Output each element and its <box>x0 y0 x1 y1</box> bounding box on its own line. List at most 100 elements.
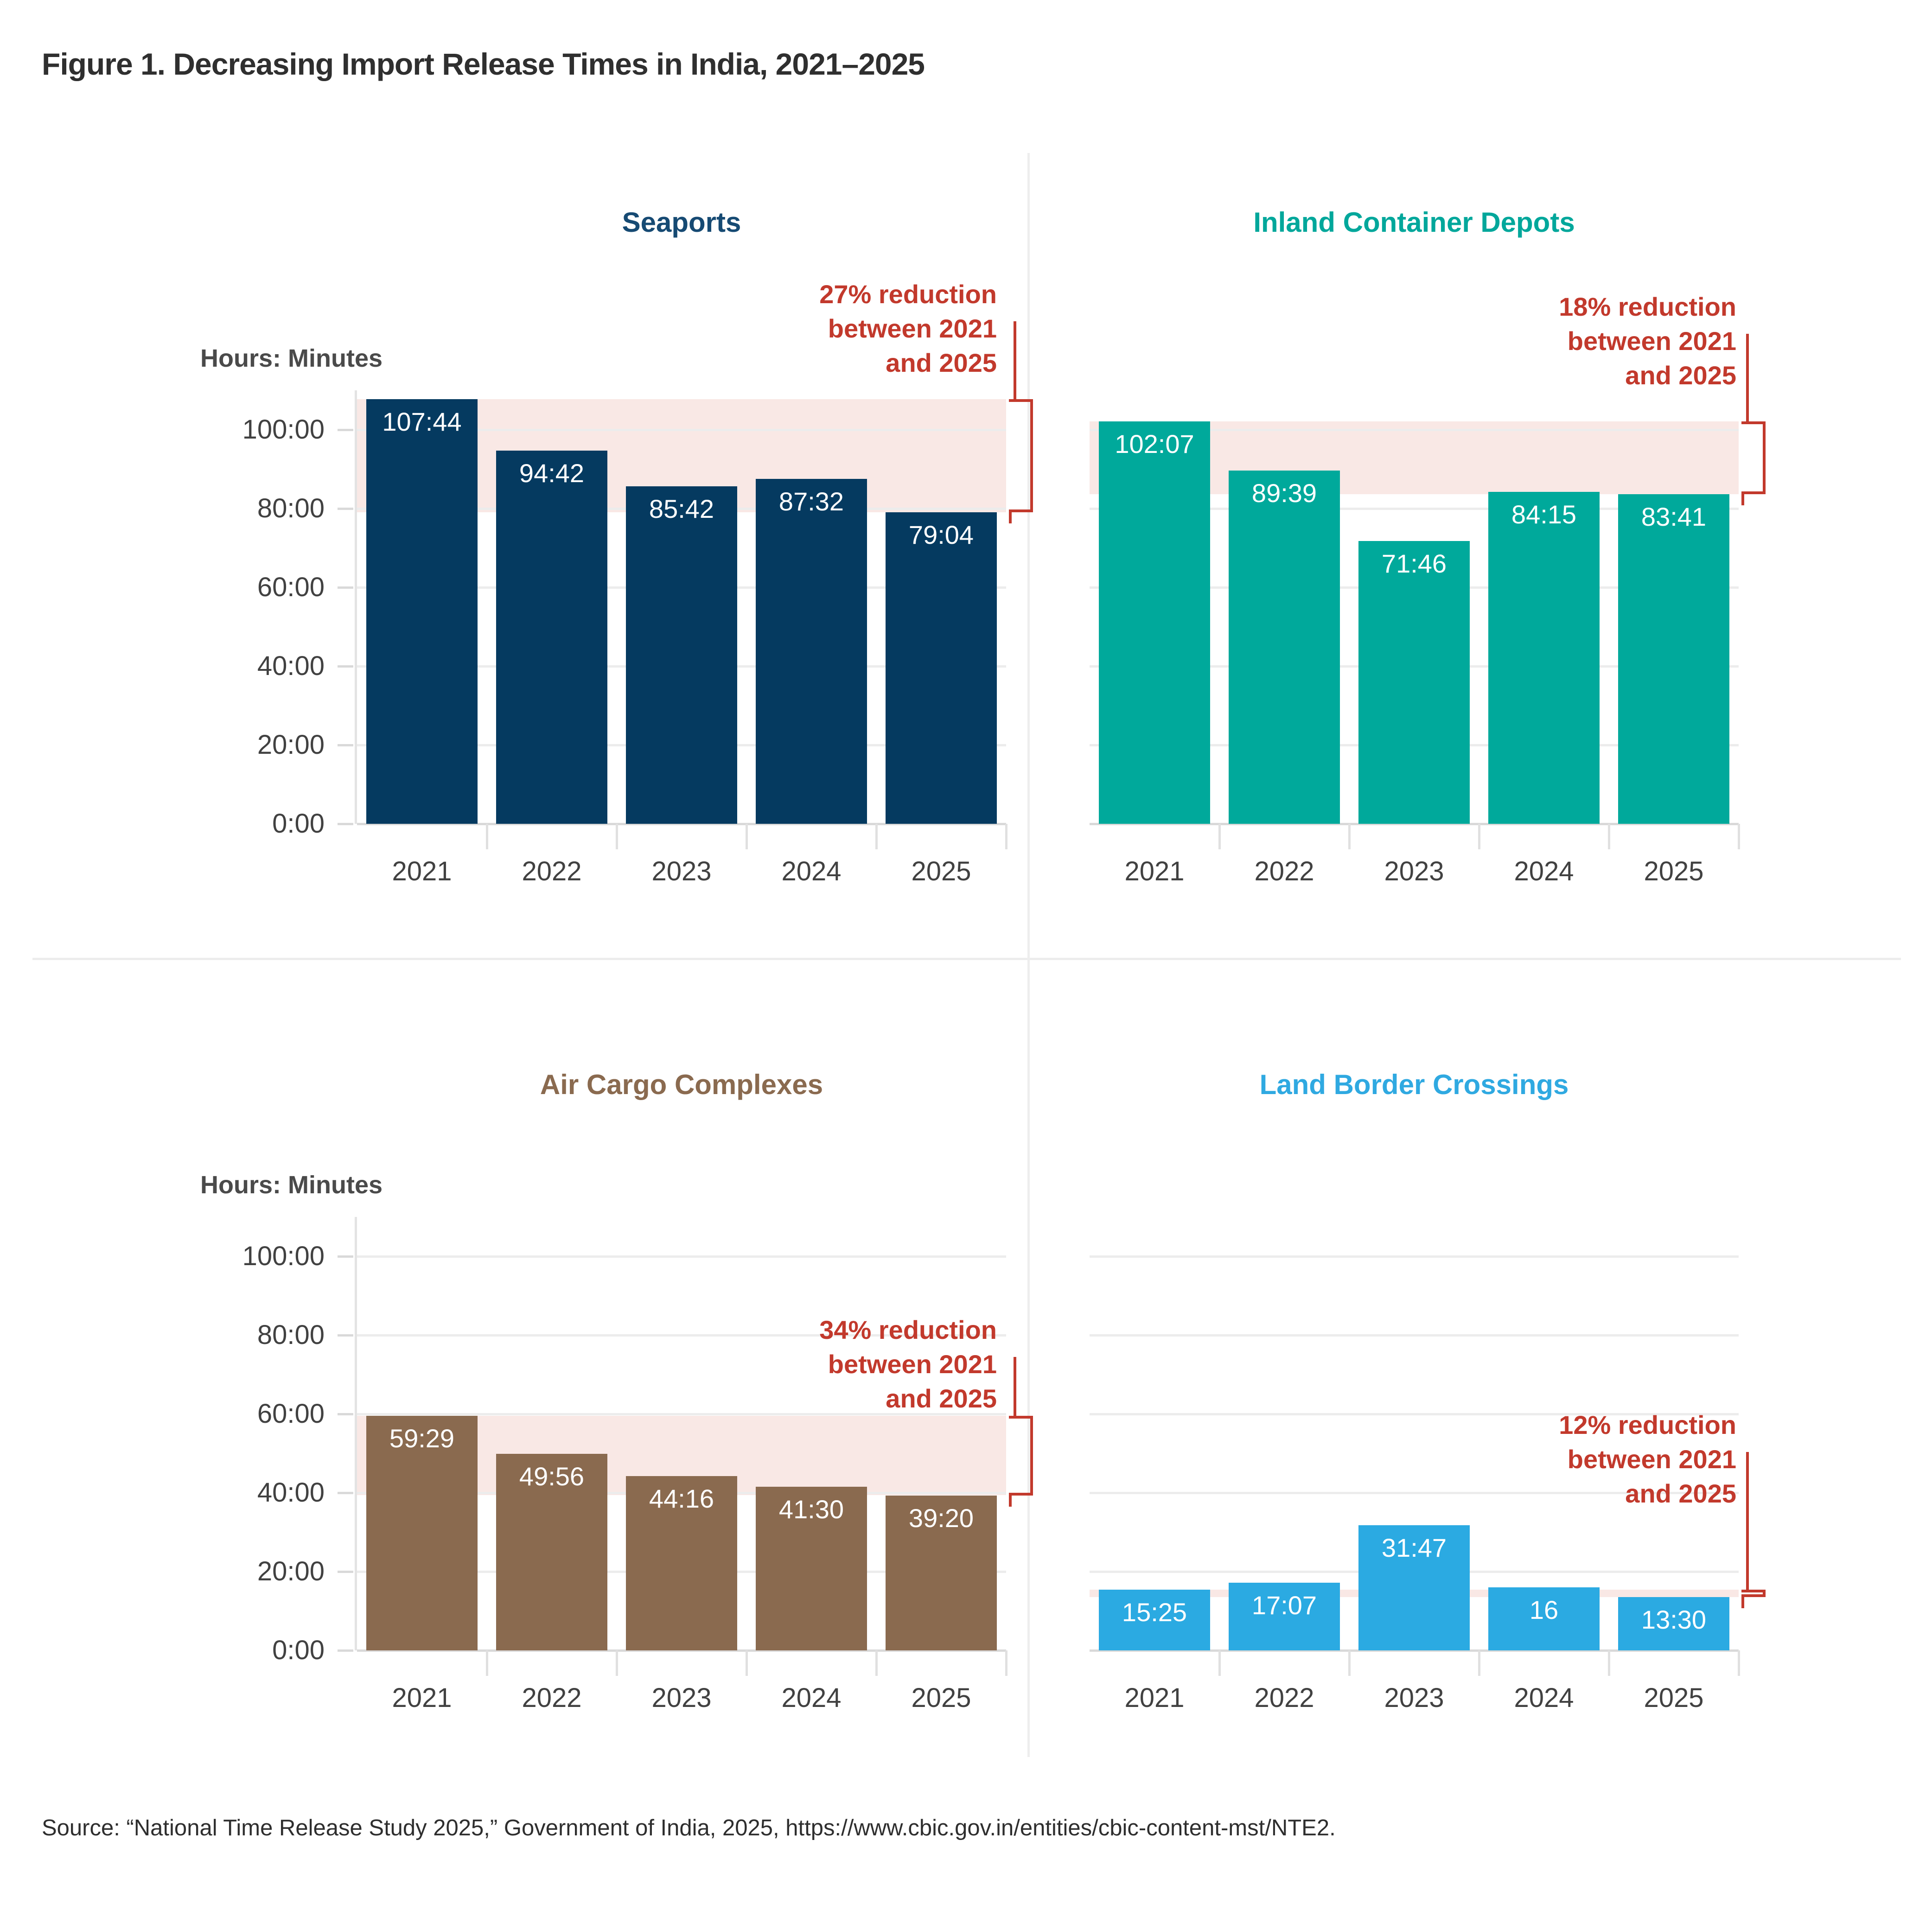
x-axis-label-2025: 2025 <box>911 1683 971 1713</box>
x-tick-3 <box>1478 824 1480 849</box>
y-tick-label-40: 40:00 <box>257 651 325 681</box>
y-tick-60 <box>338 586 353 589</box>
y-tick-label-20: 20:00 <box>257 730 325 760</box>
x-tick-2 <box>616 1650 618 1676</box>
bracket-bottom-arm <box>1009 1493 1033 1496</box>
bar-2023 <box>1358 1525 1470 1650</box>
bar-2021 <box>366 399 478 824</box>
x-tick-5 <box>1738 1650 1740 1676</box>
bar-2024 <box>1488 492 1600 824</box>
bracket-top-arm <box>1741 1590 1766 1592</box>
x-axis-label-2023: 2023 <box>1384 856 1444 886</box>
x-axis-label-2025: 2025 <box>1644 856 1704 886</box>
quadrant-divider-vertical <box>1027 153 1030 1757</box>
x-axis-label-2022: 2022 <box>522 1683 582 1713</box>
y-tick-label-40: 40:00 <box>257 1477 325 1508</box>
x-axis-baseline <box>1090 1649 1739 1652</box>
annotation-line-2: between 2021 <box>1567 1445 1736 1474</box>
x-axis-label-2021: 2021 <box>392 856 452 886</box>
gridline-40 <box>1090 1492 1739 1494</box>
bracket-vertical <box>1763 1590 1766 1597</box>
x-tick-2 <box>1348 824 1351 849</box>
annotation-leader-line <box>1746 334 1749 421</box>
bar-value-label-2023: 44:16 <box>649 1484 714 1513</box>
bar-value-label-2023: 71:46 <box>1381 549 1447 578</box>
bracket-bottom-arm <box>1741 491 1766 494</box>
annotation-line-1: 12% reduction <box>1559 1410 1736 1439</box>
bar-value-label-2024: 16 <box>1529 1595 1559 1624</box>
bracket-top-arm <box>1009 1416 1033 1419</box>
x-axis-label-2024: 2024 <box>1514 1683 1574 1713</box>
bracket-vertical <box>1763 421 1766 494</box>
x-axis-label-2025: 2025 <box>911 856 971 886</box>
x-axis-label-2021: 2021 <box>1124 856 1185 886</box>
gridline-100 <box>1090 1255 1739 1258</box>
y-axis-line <box>355 1217 357 1650</box>
annotation-line-1: 34% reduction <box>819 1315 997 1344</box>
y-tick-20 <box>338 1571 353 1573</box>
annotation-line-2: between 2021 <box>1567 326 1736 356</box>
x-tick-1 <box>486 1650 488 1676</box>
bar-value-label-2021: 15:25 <box>1122 1598 1187 1627</box>
x-axis-label-2021: 2021 <box>1124 1683 1185 1713</box>
bar-2024 <box>756 479 867 824</box>
gridline-100 <box>1090 429 1739 431</box>
bar-value-label-2024: 84:15 <box>1511 500 1577 529</box>
x-tick-4 <box>875 1650 878 1676</box>
bar-2025 <box>1618 1597 1729 1650</box>
bracket-top-arm <box>1741 421 1766 424</box>
x-axis-label-2023: 2023 <box>651 856 712 886</box>
gridline-80 <box>1090 508 1739 510</box>
bar-value-label-2021: 102:07 <box>1115 429 1194 458</box>
x-tick-4 <box>1608 1650 1610 1676</box>
chart-title-seaports: Seaports <box>622 207 741 238</box>
y-axis-line <box>355 390 357 824</box>
quadrant-divider-horizontal <box>32 958 1901 960</box>
bracket-bottom-tick <box>1009 1493 1012 1507</box>
y-tick-label-20: 20:00 <box>257 1556 325 1586</box>
y-tick-label-0: 0:00 <box>272 809 325 839</box>
y-tick-0 <box>338 823 353 825</box>
bar-2022 <box>496 1454 607 1650</box>
chart-title-land-border-crossings: Land Border Crossings <box>1259 1069 1569 1100</box>
x-tick-5 <box>1005 824 1007 849</box>
bar-2024 <box>1488 1587 1600 1650</box>
x-axis-label-2023: 2023 <box>651 1683 712 1713</box>
x-tick-1 <box>1218 824 1221 849</box>
source-note: Source: “National Time Release Study 202… <box>42 1815 1336 1840</box>
y-tick-20 <box>338 744 353 746</box>
gridline-60 <box>357 1413 1006 1415</box>
gridline-100 <box>357 429 1006 431</box>
y-tick-label-60: 60:00 <box>257 1399 325 1429</box>
x-axis-label-2021: 2021 <box>392 1683 452 1713</box>
bar-value-label-2025: 83:41 <box>1641 502 1707 531</box>
x-tick-5 <box>1005 1650 1007 1676</box>
bar-value-label-2025: 13:30 <box>1641 1605 1707 1634</box>
bar-2023 <box>626 1476 737 1650</box>
bar-value-label-2021: 107:44 <box>382 407 462 436</box>
bar-value-label-2022: 94:42 <box>519 458 585 488</box>
bracket-top-arm <box>1009 399 1033 402</box>
gridline-100 <box>357 1255 1006 1258</box>
x-tick-1 <box>486 824 488 849</box>
bar-2021 <box>1099 1590 1210 1650</box>
x-tick-3 <box>746 824 748 849</box>
bar-value-label-2023: 85:42 <box>649 494 714 523</box>
bar-value-label-2024: 41:30 <box>778 1495 844 1524</box>
x-axis-label-2025: 2025 <box>1644 1683 1704 1713</box>
y-tick-label-80: 80:00 <box>257 493 325 523</box>
x-tick-1 <box>1218 1650 1221 1676</box>
y-axis-title: Hours: Minutes <box>200 344 383 372</box>
y-tick-0 <box>338 1649 353 1652</box>
x-axis-baseline <box>357 1649 1006 1652</box>
y-tick-100 <box>338 1255 353 1258</box>
annotation-leader-line <box>1746 1452 1749 1590</box>
bar-2023 <box>1358 541 1470 824</box>
annotation-line-1: 27% reduction <box>819 280 997 309</box>
gridline-60 <box>1090 1413 1739 1415</box>
annotation-line-2: between 2021 <box>828 314 997 343</box>
x-axis-label-2024: 2024 <box>781 1683 842 1713</box>
bracket-bottom-tick <box>1741 491 1744 505</box>
